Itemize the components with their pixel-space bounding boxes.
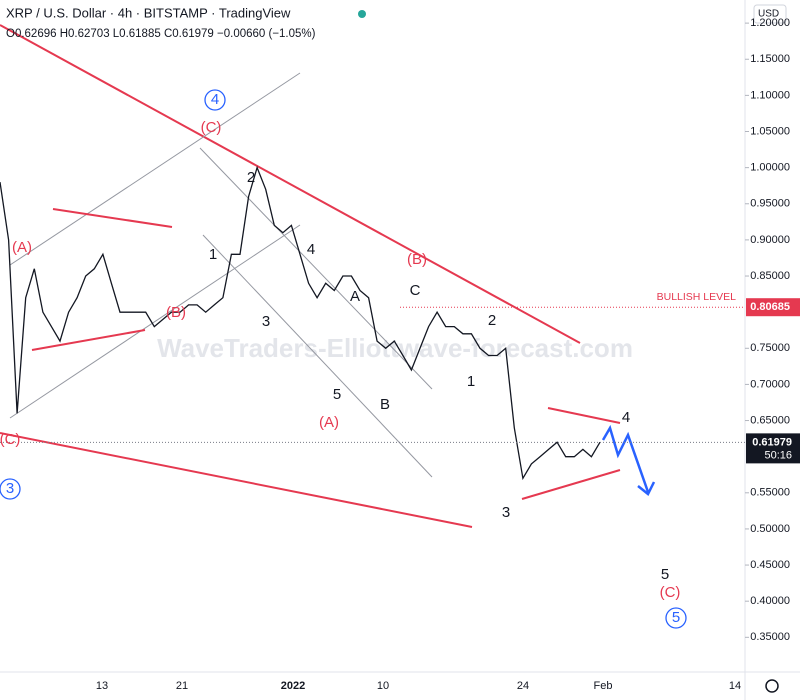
y-tick-label: 1.15000 xyxy=(750,53,790,65)
symbol-title: XRP / U.S. Dollar · 4h · BITSTAMP · Trad… xyxy=(6,5,291,20)
channel-line xyxy=(9,72,301,266)
wave-label: 4 xyxy=(307,241,315,258)
price-line xyxy=(0,165,601,481)
last-price-label: 0.61979 xyxy=(752,436,792,448)
wave-label: 4 xyxy=(622,409,630,426)
y-tick-label: 1.20000 xyxy=(750,17,790,29)
price-tag xyxy=(746,298,800,317)
y-tick-label: 1.10000 xyxy=(750,89,790,101)
wave-circle xyxy=(0,478,21,500)
wave-label: B xyxy=(380,396,390,413)
wave-label: (B) xyxy=(166,304,186,321)
y-tick-label: 0.85000 xyxy=(750,270,790,282)
wave-label: 5 xyxy=(661,566,669,583)
last-price-tag xyxy=(746,433,800,464)
y-tick-label: 1.05000 xyxy=(750,125,790,137)
wave-label: 2 xyxy=(488,312,496,329)
currency: USD xyxy=(758,9,779,20)
wave-label: (A) xyxy=(12,239,32,256)
x-tick-label: 14 xyxy=(729,680,741,692)
wave-label: 1 xyxy=(209,246,217,263)
x-tick-label: 24 xyxy=(517,680,529,692)
wave-label: 4 xyxy=(211,91,219,108)
channel-line xyxy=(199,147,433,390)
wave-label: (C) xyxy=(660,584,681,601)
wave-label: 5 xyxy=(672,609,680,626)
wave-label: 3 xyxy=(6,480,14,497)
y-tick-label: 0.95000 xyxy=(750,198,790,210)
y-tick-label: 0.45000 xyxy=(750,559,790,571)
x-tick-label: 2022 xyxy=(281,680,305,692)
y-tick-label: 1.00000 xyxy=(750,162,790,174)
bullish-level-label: BULLISH LEVEL xyxy=(657,291,737,303)
status-dot xyxy=(358,10,366,18)
wave-circle xyxy=(204,89,226,111)
trendline xyxy=(521,469,621,500)
x-tick-label: 21 xyxy=(176,680,188,692)
y-tick-label: 0.90000 xyxy=(750,234,790,246)
channel-line xyxy=(202,234,433,478)
wave-label: (C) xyxy=(201,119,222,136)
trendline xyxy=(0,24,581,344)
countdown: 50:16 xyxy=(764,449,792,461)
y-tick-label: 0.75000 xyxy=(750,342,790,354)
projection-arrow xyxy=(601,424,650,493)
wave-label: (A) xyxy=(319,414,339,431)
x-tick-label: 10 xyxy=(377,680,389,692)
wave-circle xyxy=(665,607,687,629)
y-tick-label: 0.40000 xyxy=(750,595,790,607)
settings-icon[interactable] xyxy=(765,679,779,693)
wave-label: 3 xyxy=(502,504,510,521)
y-tick-label: 0.70000 xyxy=(750,378,790,390)
trendline xyxy=(52,208,173,228)
channel-line xyxy=(9,224,301,419)
y-tick-label: 0.35000 xyxy=(750,631,790,643)
trendline xyxy=(0,432,473,528)
trendline xyxy=(547,407,621,424)
x-tick-label: 13 xyxy=(96,680,108,692)
drawings xyxy=(0,24,656,528)
wave-label: 5 xyxy=(333,386,341,403)
wave-label: (C) xyxy=(0,431,20,448)
wave-label: A xyxy=(350,288,360,305)
trendline xyxy=(31,329,146,351)
y-tick-label: 0.50000 xyxy=(750,523,790,535)
y-tick-label: 0.55000 xyxy=(750,487,790,499)
x-tick-label: Feb xyxy=(594,680,613,692)
wave-label: 2 xyxy=(247,169,255,186)
ohlc: O0.62696 H0.62703 L0.61885 C0.61979 −0.0… xyxy=(6,28,316,40)
wave-label: C xyxy=(410,282,421,299)
currency-button[interactable] xyxy=(753,4,787,24)
watermark: WaveTraders-Elliottwave-forecast.com xyxy=(157,333,633,363)
wave-label: (B) xyxy=(407,251,427,268)
price-tag-label: 0.80685 xyxy=(750,301,790,313)
y-tick-label: 0.65000 xyxy=(750,414,790,426)
plot xyxy=(0,165,601,481)
wave-label: 1 xyxy=(467,373,475,390)
arrow-head xyxy=(637,481,656,496)
wave-label: 3 xyxy=(262,313,270,330)
